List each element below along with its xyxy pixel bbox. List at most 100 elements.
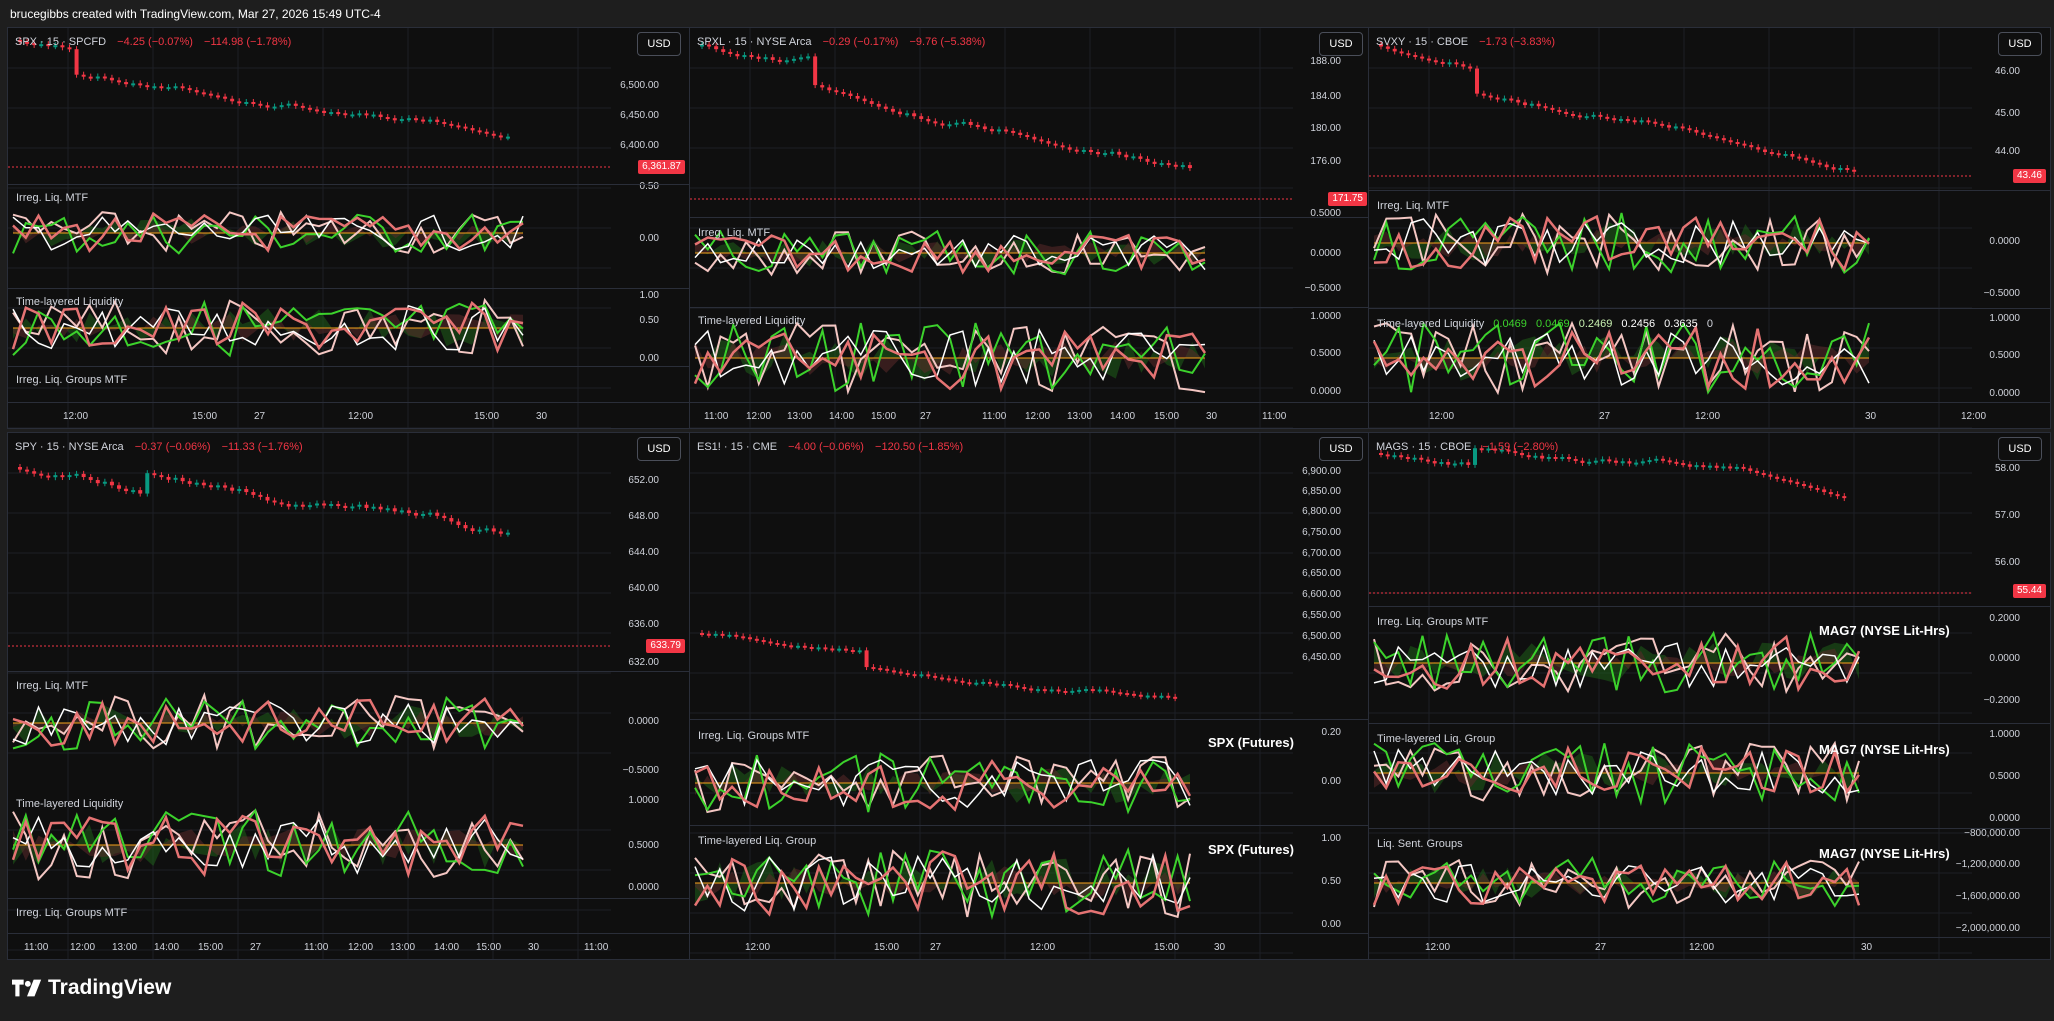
currency-button[interactable]: USD xyxy=(1319,437,1363,461)
legend-change-session: −9.76 (−5.38%) xyxy=(909,36,986,48)
currency-button[interactable]: USD xyxy=(637,32,681,56)
price-axis-label: 180.00 xyxy=(1310,123,1341,134)
pane-axis-label: 1.0000 xyxy=(1310,311,1341,322)
legend-spxl[interactable]: SPXL · 15 · NYSE Arca −0.29 (−0.17%) −9.… xyxy=(697,36,985,48)
pane-axis-label: −0.5000 xyxy=(1304,283,1341,294)
legend-change-session: −114.98 (−1.78%) xyxy=(204,36,292,48)
time-axis-label: 14:00 xyxy=(1110,411,1136,422)
pane-axis-label: 0.5000 xyxy=(1989,771,2020,782)
price-axis-label: 640.00 xyxy=(628,583,659,594)
time-axis-label: 14:00 xyxy=(154,942,180,953)
time-axis-label: 12:00 xyxy=(1030,942,1056,953)
time-axis-label: 12:00 xyxy=(1429,411,1455,422)
price-axis-label: 636.00 xyxy=(628,619,659,630)
pane-axis-label: 1.0000 xyxy=(1989,729,2020,740)
pane-axis-label: 0.50 xyxy=(1321,876,1341,887)
pane-title: Irreg. Liq. Groups MTF xyxy=(16,907,128,919)
pane-axis-label: 0.0000 xyxy=(1989,236,2020,247)
legend-change: −1.59 (−2.80%) xyxy=(1482,441,1559,453)
time-axis-label: 11:00 xyxy=(704,411,729,422)
price-axis-label: 6,500.00 xyxy=(620,80,659,91)
pane-axis-label: 1.00 xyxy=(1321,833,1341,844)
time-axis-label: 12:00 xyxy=(70,942,96,953)
chart-svxy[interactable]: SVXY · 15 · CBOE −1.73 (−3.83%) USD 46.0… xyxy=(1368,27,2051,429)
legend-symbol: SPX · 15 · SPCFD xyxy=(15,36,107,48)
legend-change: −0.37 (−0.06%) xyxy=(134,441,211,453)
chart-spxl[interactable]: SPXL · 15 · NYSE Arca −0.29 (−0.17%) −9.… xyxy=(689,27,1372,429)
price-axis-label: 6,400.00 xyxy=(620,140,659,151)
time-axis-label: 15:00 xyxy=(871,411,897,422)
price-axis-label: 45.00 xyxy=(1994,108,2020,119)
pane-axis-label: 0.50 xyxy=(639,315,659,326)
pane-axis-label: 0.0000 xyxy=(1310,248,1341,259)
currency-button[interactable]: USD xyxy=(1998,32,2042,56)
time-axis-label: 12:00 xyxy=(63,411,89,422)
last-price-tag: 171.75 xyxy=(1328,192,1367,206)
price-axis-label: 56.00 xyxy=(1994,557,2020,568)
pane-axis-label: 0.0000 xyxy=(1989,813,2020,824)
time-axis-label: 13:00 xyxy=(112,942,138,953)
legend-es[interactable]: ES1! · 15 · CME −4.00 (−0.06%) −120.50 (… xyxy=(697,441,963,453)
time-axis-label: 12:00 xyxy=(1425,942,1451,953)
pane-axis-label: −0.5000 xyxy=(1983,288,2020,299)
price-axis-label: 6,500.00 xyxy=(1302,631,1341,642)
time-axis-label: 30 xyxy=(1206,411,1218,422)
last-price-tag: 633.79 xyxy=(646,639,685,653)
pane-title: Liq. Sent. Groups xyxy=(1377,838,1463,850)
price-axis-label: 632.00 xyxy=(628,657,659,668)
pane-title-values: Time-layered Liquidity 0.0469 0.0469 0.2… xyxy=(1377,318,1713,330)
time-axis-label: 15:00 xyxy=(476,942,502,953)
tradingview-logo[interactable]: TradingView xyxy=(12,976,171,1000)
pane-axis-label: 0.00 xyxy=(639,353,659,364)
time-axis-label: 12:00 xyxy=(745,942,771,953)
last-price-tag: 6,361.87 xyxy=(638,160,685,174)
pane-title: Time-layered Liquidity xyxy=(698,315,806,327)
price-axis-label: 6,450.00 xyxy=(620,110,659,121)
price-axis-label: 58.00 xyxy=(1994,463,2020,474)
indicator-label: SPX (Futures) xyxy=(1208,735,1294,750)
chart-spx[interactable]: SPX · 15 · SPCFD −4.25 (−0.07%) −114.98 … xyxy=(7,27,690,429)
time-axis-label: 15:00 xyxy=(474,411,500,422)
pane-axis-label: 0.0000 xyxy=(628,882,659,893)
time-axis-label: 11:00 xyxy=(1262,411,1287,422)
currency-button[interactable]: USD xyxy=(637,437,681,461)
price-axis-label: 652.00 xyxy=(628,475,659,486)
indicator-label: MAG7 (NYSE Lit-Hrs) xyxy=(1819,846,1950,861)
pane-axis-label: 0.0000 xyxy=(1989,653,2020,664)
legend-spx[interactable]: SPX · 15 · SPCFD −4.25 (−0.07%) −114.98 … xyxy=(15,36,291,48)
price-axis-label: 6,850.00 xyxy=(1302,486,1341,497)
pane-title: Irreg. Liq. Groups MTF xyxy=(698,730,810,742)
legend-mags[interactable]: MAGS · 15 · CBOE −1.59 (−2.80%) xyxy=(1376,441,1558,453)
legend-change: −4.00 (−0.06%) xyxy=(788,441,864,453)
legend-change: −0.29 (−0.17%) xyxy=(822,36,899,48)
svxy-plot xyxy=(1369,28,1972,428)
last-price-tag: 43.46 xyxy=(2012,169,2046,183)
pane-title: Time-layered Liquidity xyxy=(16,296,124,308)
pane-axis-label: 0.5000 xyxy=(1989,350,2020,361)
currency-button[interactable]: USD xyxy=(1319,32,1363,56)
pane-axis-label: −800,000.00 xyxy=(1964,828,2020,839)
currency-button[interactable]: USD xyxy=(1998,437,2042,461)
chart-es[interactable]: ES1! · 15 · CME −4.00 (−0.06%) −120.50 (… xyxy=(689,432,1372,960)
es-plot xyxy=(690,433,1293,959)
time-axis-label: 15:00 xyxy=(192,411,218,422)
legend-symbol: SPY · 15 · NYSE Arca xyxy=(15,441,124,453)
time-axis-label: 13:00 xyxy=(787,411,813,422)
indicator-value: 0.2456 xyxy=(1621,318,1656,330)
legend-spy[interactable]: SPY · 15 · NYSE Arca −0.37 (−0.06%) −11.… xyxy=(15,441,303,453)
chart-spy[interactable]: SPY · 15 · NYSE Arca −0.37 (−0.06%) −11.… xyxy=(7,432,690,834)
time-axis-label: 30 xyxy=(1861,942,1873,953)
indicator-label: MAG7 (NYSE Lit-Hrs) xyxy=(1819,623,1950,638)
pane-axis-label: 0.0000 xyxy=(628,716,659,727)
pane-axis-label: −1,200,000.00 xyxy=(1955,859,2020,870)
time-axis-label: 27 xyxy=(920,411,932,422)
mags-plot xyxy=(1369,433,1972,959)
indicator-value: 0.0469 xyxy=(1493,318,1527,330)
pane-axis-label: −2,000,000.00 xyxy=(1955,923,2020,934)
pane-title: Irreg. Liq. Groups MTF xyxy=(1377,616,1489,628)
legend-svxy[interactable]: SVXY · 15 · CBOE −1.73 (−3.83%) xyxy=(1376,36,1555,48)
chart-spy-lower[interactable]: Time-layered Liquidity 1.0000 0.5000 0.0… xyxy=(7,790,690,960)
price-axis-label: 6,600.00 xyxy=(1302,589,1341,600)
chart-mags[interactable]: MAGS · 15 · CBOE −1.59 (−2.80%) USD 58.0… xyxy=(1368,432,2051,960)
price-axis-label: 6,700.00 xyxy=(1302,548,1341,559)
